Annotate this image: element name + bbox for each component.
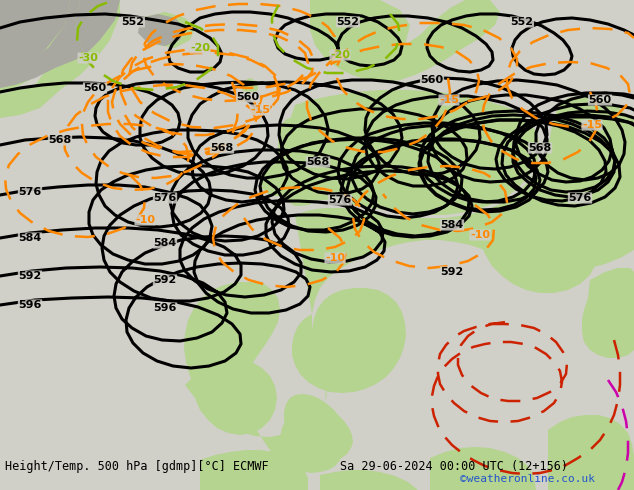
Polygon shape <box>140 12 195 48</box>
Text: 568: 568 <box>306 157 330 167</box>
Text: 596: 596 <box>18 300 42 310</box>
Text: -10: -10 <box>325 253 345 263</box>
Text: 596: 596 <box>153 303 177 313</box>
Polygon shape <box>278 90 540 215</box>
Text: -15: -15 <box>250 105 270 115</box>
Polygon shape <box>200 450 308 490</box>
Polygon shape <box>184 96 634 473</box>
Text: 560: 560 <box>588 95 612 105</box>
Polygon shape <box>430 447 536 490</box>
Text: 568: 568 <box>210 143 233 153</box>
Text: 560: 560 <box>420 75 444 85</box>
Text: ©weatheronline.co.uk: ©weatheronline.co.uk <box>460 474 595 484</box>
Text: -20: -20 <box>330 50 350 60</box>
Polygon shape <box>582 115 634 222</box>
Polygon shape <box>260 162 294 196</box>
Polygon shape <box>0 0 85 88</box>
Polygon shape <box>478 202 598 293</box>
Polygon shape <box>75 0 120 55</box>
Text: Sa 29-06-2024 00:00 UTC (12+156): Sa 29-06-2024 00:00 UTC (12+156) <box>340 460 568 473</box>
Text: -15: -15 <box>439 95 459 105</box>
Polygon shape <box>280 163 322 206</box>
Text: 568: 568 <box>48 135 72 145</box>
Polygon shape <box>242 78 258 95</box>
Text: -10: -10 <box>135 215 155 225</box>
Text: -30: -30 <box>78 53 98 63</box>
Text: -10: -10 <box>470 230 490 240</box>
Text: 576: 576 <box>18 187 42 197</box>
Text: 584: 584 <box>153 238 177 248</box>
Polygon shape <box>582 268 634 358</box>
Polygon shape <box>304 415 344 446</box>
Polygon shape <box>320 470 418 490</box>
Text: Height/Temp. 500 hPa [gdmp][°C] ECMWF: Height/Temp. 500 hPa [gdmp][°C] ECMWF <box>5 460 269 473</box>
Text: 552: 552 <box>337 17 359 27</box>
Text: -15: -15 <box>582 120 602 130</box>
Polygon shape <box>278 115 322 165</box>
Text: 552: 552 <box>510 17 533 27</box>
Text: 560: 560 <box>84 83 107 93</box>
Text: 552: 552 <box>122 17 145 27</box>
Text: 560: 560 <box>236 92 259 102</box>
Text: 592: 592 <box>18 271 42 281</box>
Polygon shape <box>185 360 277 435</box>
Text: 576: 576 <box>153 193 177 203</box>
Text: 576: 576 <box>328 195 352 205</box>
Text: 584: 584 <box>18 233 42 243</box>
Text: 568: 568 <box>528 143 552 153</box>
Text: -20: -20 <box>190 43 210 53</box>
Text: 592: 592 <box>441 267 463 277</box>
Polygon shape <box>330 0 410 72</box>
Polygon shape <box>138 14 185 46</box>
Polygon shape <box>0 0 120 118</box>
Polygon shape <box>310 0 500 82</box>
Polygon shape <box>548 415 634 490</box>
Text: 584: 584 <box>441 220 463 230</box>
Text: 576: 576 <box>568 193 592 203</box>
Polygon shape <box>0 0 70 72</box>
Polygon shape <box>0 0 70 95</box>
Text: 592: 592 <box>153 275 177 285</box>
